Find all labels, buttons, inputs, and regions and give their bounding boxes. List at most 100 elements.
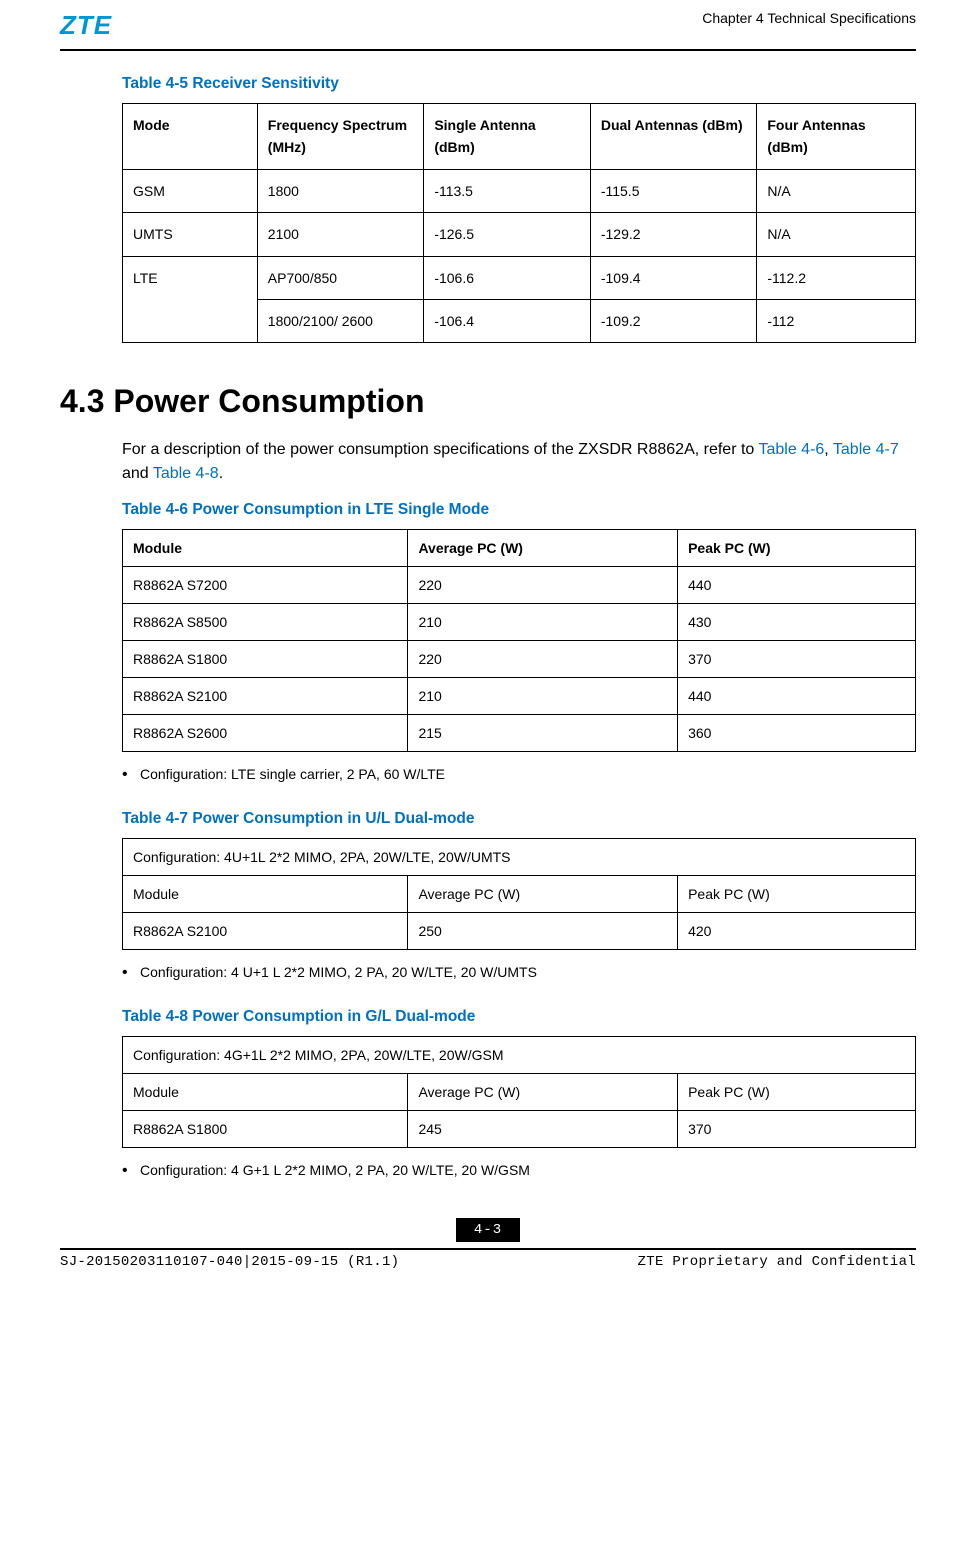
sep: , xyxy=(824,441,833,458)
footer-right: ZTE Proprietary and Confidential xyxy=(638,1254,916,1270)
cell-single: -106.6 xyxy=(424,256,591,299)
cell-module: R8862A S2600 xyxy=(123,714,408,751)
cell-module: R8862A S7200 xyxy=(123,566,408,603)
table-4-6-title: Table 4-6 Power Consumption in LTE Singl… xyxy=(122,501,916,519)
cell-peak: 430 xyxy=(678,603,916,640)
table-row: R8862A S7200 220 440 xyxy=(123,566,916,603)
section-body: For a description of the power consumpti… xyxy=(122,438,916,1177)
footer-rule xyxy=(60,1248,916,1250)
cell-avg-header: Average PC (W) xyxy=(408,1073,678,1110)
intro-paragraph: For a description of the power consumpti… xyxy=(122,438,916,484)
cell-module: R8862A S1800 xyxy=(123,1110,408,1147)
cell-mode: GSM xyxy=(123,169,258,212)
cell-module: R8862A S2100 xyxy=(123,677,408,714)
content-indent: Table 4-5 Receiver Sensitivity Mode Freq… xyxy=(122,75,916,343)
cell-avg: 215 xyxy=(408,714,678,751)
th-dual: Dual Antennas (dBm) xyxy=(590,104,757,170)
table-header-row: Module Average PC (W) Peak PC (W) xyxy=(123,529,916,566)
table-row: GSM 1800 -113.5 -115.5 N/A xyxy=(123,169,916,212)
cell-freq: 1800/2100/ 2600 xyxy=(257,299,424,342)
table-row: R8862A S2600 215 360 xyxy=(123,714,916,751)
intro-text-1: For a description of the power consumpti… xyxy=(122,441,758,458)
table-row: R8862A S8500 210 430 xyxy=(123,603,916,640)
zte-logo: ZTE xyxy=(60,10,112,41)
table-4-6-bullet: Configuration: LTE single carrier, 2 PA,… xyxy=(122,766,916,782)
table-row: R8862A S1800 220 370 xyxy=(123,640,916,677)
page-number: 4-3 xyxy=(456,1218,520,1242)
table-4-7-bullet: Configuration: 4 U+1 L 2*2 MIMO, 2 PA, 2… xyxy=(122,964,916,980)
table-row: R8862A S2100 250 420 xyxy=(123,912,916,949)
table-4-8: Configuration: 4G+1L 2*2 MIMO, 2PA, 20W/… xyxy=(122,1036,916,1148)
cell-peak: 420 xyxy=(678,912,916,949)
table-row: Module Average PC (W) Peak PC (W) xyxy=(123,1073,916,1110)
cell-peak-header: Peak PC (W) xyxy=(678,1073,916,1110)
cell-avg-header: Average PC (W) xyxy=(408,875,678,912)
table-row: R8862A S1800 245 370 xyxy=(123,1110,916,1147)
link-table-4-8[interactable]: Table 4-8 xyxy=(153,465,219,482)
table-row: R8862A S2100 210 440 xyxy=(123,677,916,714)
cell-single: -113.5 xyxy=(424,169,591,212)
cell-peak: 360 xyxy=(678,714,916,751)
cell-avg: 210 xyxy=(408,677,678,714)
page: ZTE Chapter 4 Technical Specifications T… xyxy=(0,0,976,1310)
cell-mode: UMTS xyxy=(123,213,258,256)
cell-peak: 440 xyxy=(678,677,916,714)
th-peak: Peak PC (W) xyxy=(678,529,916,566)
cell-freq: 2100 xyxy=(257,213,424,256)
table-4-8-title: Table 4-8 Power Consumption in G/L Dual-… xyxy=(122,1008,916,1026)
cell-module: R8862A S2100 xyxy=(123,912,408,949)
chapter-label: Chapter 4 Technical Specifications xyxy=(702,10,916,26)
cell-four: -112 xyxy=(757,299,916,342)
cell-avg: 250 xyxy=(408,912,678,949)
table-row: Configuration: 4G+1L 2*2 MIMO, 2PA, 20W/… xyxy=(123,1036,916,1073)
th-avg: Average PC (W) xyxy=(408,529,678,566)
table-4-5: Mode Frequency Spectrum (MHz) Single Ant… xyxy=(122,103,916,343)
page-header: ZTE Chapter 4 Technical Specifications xyxy=(60,0,916,45)
link-table-4-6[interactable]: Table 4-6 xyxy=(758,441,824,458)
cell-dual: -129.2 xyxy=(590,213,757,256)
table-4-5-title: Table 4-5 Receiver Sensitivity xyxy=(122,75,916,93)
sep: and xyxy=(122,465,153,482)
th-mode: Mode xyxy=(123,104,258,170)
th-four: Four Antennas (dBm) xyxy=(757,104,916,170)
cell-freq: 1800 xyxy=(257,169,424,212)
th-module: Module xyxy=(123,529,408,566)
cell-module: R8862A S1800 xyxy=(123,640,408,677)
cell-peak: 440 xyxy=(678,566,916,603)
cell-module-header: Module xyxy=(123,1073,408,1110)
cell-peak: 370 xyxy=(678,640,916,677)
link-table-4-7[interactable]: Table 4-7 xyxy=(833,441,899,458)
table-4-8-bullet: Configuration: 4 G+1 L 2*2 MIMO, 2 PA, 2… xyxy=(122,1162,916,1178)
cell-avg: 210 xyxy=(408,603,678,640)
section-4-3-title: 4.3 Power Consumption xyxy=(60,383,916,420)
table-row: UMTS 2100 -126.5 -129.2 N/A xyxy=(123,213,916,256)
header-rule xyxy=(60,49,916,51)
cell-avg: 220 xyxy=(408,640,678,677)
table-4-6: Module Average PC (W) Peak PC (W) R8862A… xyxy=(122,529,916,752)
page-number-wrap: 4-3 xyxy=(60,1218,916,1242)
cell-single: -126.5 xyxy=(424,213,591,256)
cell-mode: LTE xyxy=(123,256,258,343)
table-header-row: Mode Frequency Spectrum (MHz) Single Ant… xyxy=(123,104,916,170)
cell-config: Configuration: 4G+1L 2*2 MIMO, 2PA, 20W/… xyxy=(123,1036,916,1073)
footer-left: SJ-20150203110107-040|2015-09-15 (R1.1) xyxy=(60,1254,399,1270)
cell-avg: 220 xyxy=(408,566,678,603)
cell-four: -112.2 xyxy=(757,256,916,299)
cell-dual: -115.5 xyxy=(590,169,757,212)
cell-module-header: Module xyxy=(123,875,408,912)
cell-avg: 245 xyxy=(408,1110,678,1147)
cell-four: N/A xyxy=(757,169,916,212)
page-footer: SJ-20150203110107-040|2015-09-15 (R1.1) … xyxy=(60,1254,916,1290)
cell-dual: -109.4 xyxy=(590,256,757,299)
table-4-7: Configuration: 4U+1L 2*2 MIMO, 2PA, 20W/… xyxy=(122,838,916,950)
th-freq: Frequency Spectrum (MHz) xyxy=(257,104,424,170)
cell-dual: -109.2 xyxy=(590,299,757,342)
period: . xyxy=(219,465,223,482)
cell-config: Configuration: 4U+1L 2*2 MIMO, 2PA, 20W/… xyxy=(123,838,916,875)
cell-peak: 370 xyxy=(678,1110,916,1147)
table-row: Module Average PC (W) Peak PC (W) xyxy=(123,875,916,912)
table-4-7-title: Table 4-7 Power Consumption in U/L Dual-… xyxy=(122,810,916,828)
table-row: LTE AP700/850 -106.6 -109.4 -112.2 xyxy=(123,256,916,299)
cell-peak-header: Peak PC (W) xyxy=(678,875,916,912)
th-single: Single Antenna (dBm) xyxy=(424,104,591,170)
